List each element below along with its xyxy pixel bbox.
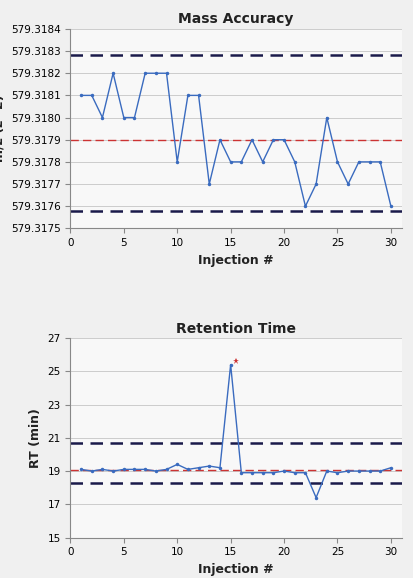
Y-axis label: RT (min): RT (min) [29, 408, 42, 468]
X-axis label: Injection #: Injection # [198, 254, 273, 266]
X-axis label: Injection #: Injection # [198, 563, 273, 576]
Y-axis label: m/z (z=2): m/z (z=2) [0, 95, 5, 162]
Title: Retention Time: Retention Time [176, 321, 295, 335]
Title: Mass Accuracy: Mass Accuracy [178, 12, 293, 27]
